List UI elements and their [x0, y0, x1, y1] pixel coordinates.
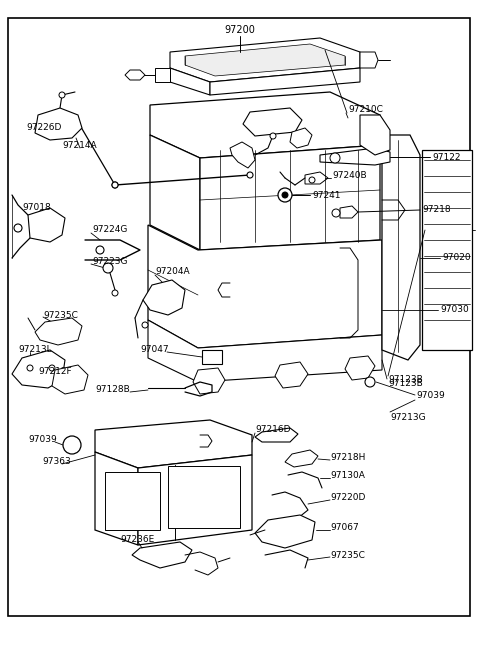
Circle shape	[330, 153, 340, 163]
Text: 97235C: 97235C	[43, 310, 78, 320]
Polygon shape	[28, 208, 65, 242]
Polygon shape	[95, 452, 138, 545]
Circle shape	[270, 133, 276, 139]
Polygon shape	[170, 38, 360, 82]
Polygon shape	[155, 68, 170, 82]
Text: 97214A: 97214A	[62, 141, 96, 149]
Polygon shape	[150, 92, 380, 158]
Polygon shape	[148, 320, 382, 382]
Text: 97204A: 97204A	[155, 267, 190, 276]
Circle shape	[142, 322, 148, 328]
Circle shape	[332, 209, 340, 217]
Text: 97235C: 97235C	[330, 550, 365, 559]
Polygon shape	[193, 368, 225, 394]
Text: 97030: 97030	[440, 305, 469, 314]
Polygon shape	[230, 142, 255, 168]
Text: 97363: 97363	[42, 457, 71, 466]
Polygon shape	[210, 68, 360, 95]
Circle shape	[63, 436, 81, 454]
Bar	[202, 350, 222, 364]
Text: 97236E: 97236E	[120, 536, 154, 544]
Text: 97123B: 97123B	[388, 375, 423, 384]
Polygon shape	[150, 135, 200, 250]
Circle shape	[49, 365, 55, 371]
Polygon shape	[255, 428, 298, 442]
Circle shape	[96, 246, 104, 254]
Text: 97223G: 97223G	[92, 257, 128, 267]
Polygon shape	[360, 52, 378, 68]
Text: 97224G: 97224G	[92, 225, 127, 234]
Circle shape	[278, 188, 292, 202]
Polygon shape	[35, 318, 82, 345]
Text: 97200: 97200	[225, 25, 255, 35]
Bar	[105, 472, 160, 530]
Polygon shape	[143, 280, 185, 315]
Text: 97213G: 97213G	[390, 413, 426, 422]
Polygon shape	[345, 356, 375, 380]
Polygon shape	[52, 365, 88, 394]
Text: 97128B: 97128B	[95, 386, 130, 394]
Polygon shape	[170, 68, 210, 95]
Circle shape	[103, 263, 113, 273]
Polygon shape	[382, 135, 420, 360]
Bar	[422, 150, 472, 350]
Polygon shape	[200, 145, 380, 250]
Text: 97047: 97047	[140, 345, 168, 354]
Polygon shape	[12, 350, 65, 388]
Text: 97020: 97020	[442, 253, 470, 263]
Text: 97122: 97122	[432, 153, 460, 162]
Text: 97218H: 97218H	[330, 453, 365, 462]
Circle shape	[309, 177, 315, 183]
Polygon shape	[255, 515, 315, 548]
Polygon shape	[35, 108, 82, 140]
Text: 97216D: 97216D	[255, 426, 290, 434]
Polygon shape	[95, 420, 252, 468]
Polygon shape	[275, 362, 308, 388]
Polygon shape	[305, 172, 328, 184]
Text: 97123B: 97123B	[388, 379, 423, 388]
Circle shape	[112, 182, 118, 188]
Polygon shape	[290, 128, 312, 148]
Text: 97018: 97018	[22, 204, 51, 212]
Polygon shape	[340, 206, 358, 218]
Polygon shape	[360, 115, 390, 155]
Polygon shape	[320, 148, 390, 165]
Text: 97067: 97067	[330, 523, 359, 533]
Text: 97212F: 97212F	[38, 367, 72, 377]
Circle shape	[112, 290, 118, 296]
Polygon shape	[125, 70, 145, 80]
Polygon shape	[243, 108, 302, 136]
Circle shape	[282, 192, 288, 198]
Bar	[168, 466, 240, 528]
Text: 97039: 97039	[416, 390, 445, 400]
Text: 97226D: 97226D	[26, 122, 61, 132]
Circle shape	[247, 172, 253, 178]
Circle shape	[27, 365, 33, 371]
Text: 97210C: 97210C	[348, 105, 383, 115]
Circle shape	[365, 377, 375, 387]
Text: 97130A: 97130A	[330, 472, 365, 481]
Text: 97240B: 97240B	[332, 172, 367, 181]
Text: 97220D: 97220D	[330, 493, 365, 502]
Polygon shape	[138, 455, 252, 545]
Polygon shape	[185, 44, 345, 76]
Text: 97213L: 97213L	[18, 345, 52, 354]
Text: 97039: 97039	[28, 436, 57, 445]
Circle shape	[112, 182, 118, 188]
Text: 97218: 97218	[422, 206, 451, 214]
Polygon shape	[148, 225, 382, 348]
Circle shape	[14, 224, 22, 232]
Circle shape	[59, 92, 65, 98]
Text: 97241: 97241	[312, 191, 340, 200]
Polygon shape	[285, 450, 318, 467]
Polygon shape	[132, 542, 192, 568]
